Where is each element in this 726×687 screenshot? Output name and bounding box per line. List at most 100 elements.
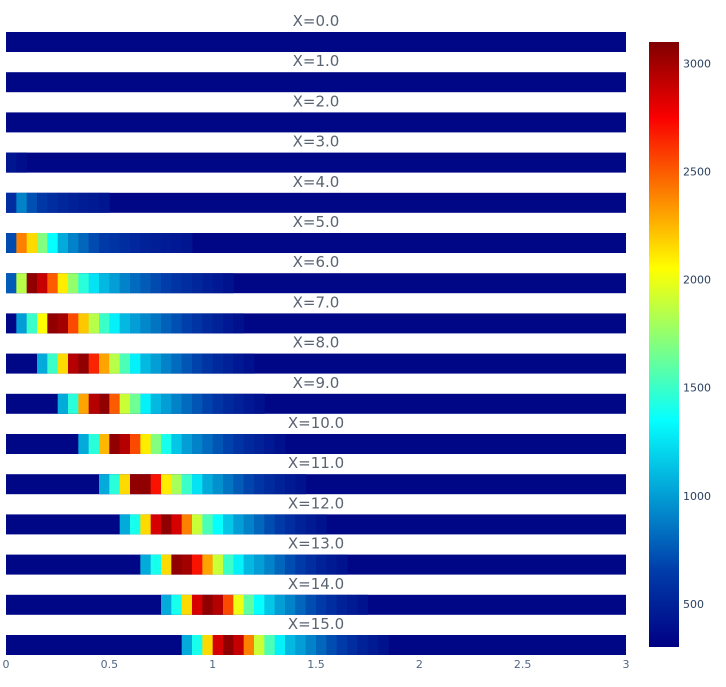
heatmap-cell: [233, 514, 245, 535]
heatmap-cell: [161, 233, 172, 253]
heatmap-cell: [109, 393, 121, 414]
heatmap-row: X=6.0: [6, 253, 626, 294]
heatmap-cell: [16, 152, 28, 173]
heatmap-row: X=12.0: [6, 494, 626, 535]
heatmap-cell: [202, 594, 214, 615]
heatmap-cell: [212, 635, 224, 655]
heatmap-cell: [223, 393, 234, 414]
heatmap-cell: [99, 474, 110, 495]
heatmap-cell: [192, 353, 203, 374]
heatmap-cell: [212, 434, 224, 454]
heatmap-row-background: [6, 192, 626, 213]
heatmap-cell: [243, 474, 255, 495]
heatmap-cell: [264, 434, 276, 454]
heatmap-cell: [212, 554, 224, 575]
heatmap-cell: [140, 393, 152, 414]
heatmap-cell: [26, 233, 38, 253]
heatmap-cell: [150, 313, 162, 334]
panel-title: X=7.0: [293, 293, 340, 311]
x-tick-label: 3: [623, 658, 630, 671]
x-tick-label: 0: [3, 658, 10, 671]
heatmap-cell: [254, 393, 265, 414]
heatmap-cell: [192, 554, 203, 575]
heatmap-cell: [316, 594, 327, 615]
heatmap-cell: [37, 353, 48, 374]
panel-title: X=11.0: [288, 454, 344, 472]
heatmap-row-background: [6, 112, 626, 133]
heatmap-cell: [305, 554, 317, 575]
heatmap-cell: [47, 353, 59, 374]
panel-title: X=1.0: [293, 52, 340, 70]
heatmap-cell: [171, 313, 183, 334]
heatmap-cell: [150, 353, 162, 374]
heatmap-cell: [150, 514, 162, 535]
heatmap-cell: [233, 554, 245, 575]
heatmap-cell: [181, 594, 193, 615]
heatmap-cell: [78, 434, 90, 454]
heatmap-cell: [99, 273, 110, 294]
x-axis: 0 0.5 1 1.5 2 2.5 3: [3, 658, 630, 671]
heatmap-cell: [37, 273, 48, 294]
heatmap-cell: [109, 273, 121, 294]
heatmap-cell: [233, 393, 245, 414]
heatmap-cell: [233, 353, 245, 374]
colorbar-tick-label: 1500: [683, 382, 711, 395]
heatmap-cell: [202, 514, 214, 535]
heatmap-cell: [57, 313, 69, 334]
heatmap-cell: [119, 233, 131, 253]
heatmap-cell: [88, 192, 100, 213]
heatmap-cell: [264, 594, 276, 615]
heatmap-cell: [78, 313, 90, 334]
heatmap-row: X=15.0: [6, 615, 626, 655]
heatmap-cell: [202, 635, 214, 655]
heatmap-cell: [6, 273, 17, 294]
heatmap-row: X=13.0: [6, 535, 626, 575]
heatmap-cell: [295, 474, 307, 495]
heatmap-cell: [212, 313, 224, 334]
heatmap-cell: [326, 554, 338, 575]
heatmap-cell: [243, 353, 255, 374]
heatmap-cell: [130, 514, 141, 535]
heatmap-cell: [285, 635, 296, 655]
heatmap-cell: [140, 474, 152, 495]
heatmap-cell: [223, 313, 234, 334]
heatmap-cell: [109, 434, 121, 454]
heatmap-cell: [274, 434, 286, 454]
heatmap-panels: X=0.0 X=1.0 X=2.0 X=3.0 X=4.0 X=5.0 X=6.0 X=7.0…: [6, 12, 626, 655]
heatmap-cell: [140, 313, 152, 334]
colorbar: 500 1000 1500 2000 2500 3000: [649, 42, 711, 647]
heatmap-cell: [150, 434, 162, 454]
panel-title: X=14.0: [288, 575, 344, 593]
heatmap-row: X=2.0: [6, 92, 626, 133]
heatmap-cell: [161, 474, 172, 495]
heatmap-row-background: [6, 72, 626, 93]
heatmap-cell: [357, 594, 369, 615]
heatmap-cell: [16, 313, 28, 334]
heatmap-cell: [47, 273, 59, 294]
heatmap-cell: [202, 474, 214, 495]
x-tick-label: 1: [209, 658, 216, 671]
heatmap-cell: [78, 393, 90, 414]
heatmap-cell: [181, 393, 193, 414]
heatmap-cell: [285, 554, 296, 575]
heatmap-cell: [305, 635, 317, 655]
heatmap-cell: [26, 313, 38, 334]
heatmap-cell: [161, 313, 172, 334]
heatmap-cell: [305, 514, 317, 535]
heatmap-cell: [16, 192, 28, 213]
heatmap-cell: [295, 635, 307, 655]
heatmap-cell: [212, 594, 224, 615]
heatmap-cell: [223, 554, 234, 575]
heatmap-cell: [233, 434, 245, 454]
heatmap-cell: [378, 635, 389, 655]
heatmap-cell: [274, 514, 286, 535]
heatmap-cell: [233, 594, 245, 615]
heatmap-cell: [264, 635, 276, 655]
heatmap-cell: [192, 434, 203, 454]
heatmap-cell: [202, 434, 214, 454]
heatmap-cell: [274, 554, 286, 575]
heatmap-row: X=9.0: [6, 374, 626, 414]
heatmap-cell: [274, 635, 286, 655]
heatmap-cell: [254, 514, 265, 535]
heatmap-cell: [57, 273, 69, 294]
